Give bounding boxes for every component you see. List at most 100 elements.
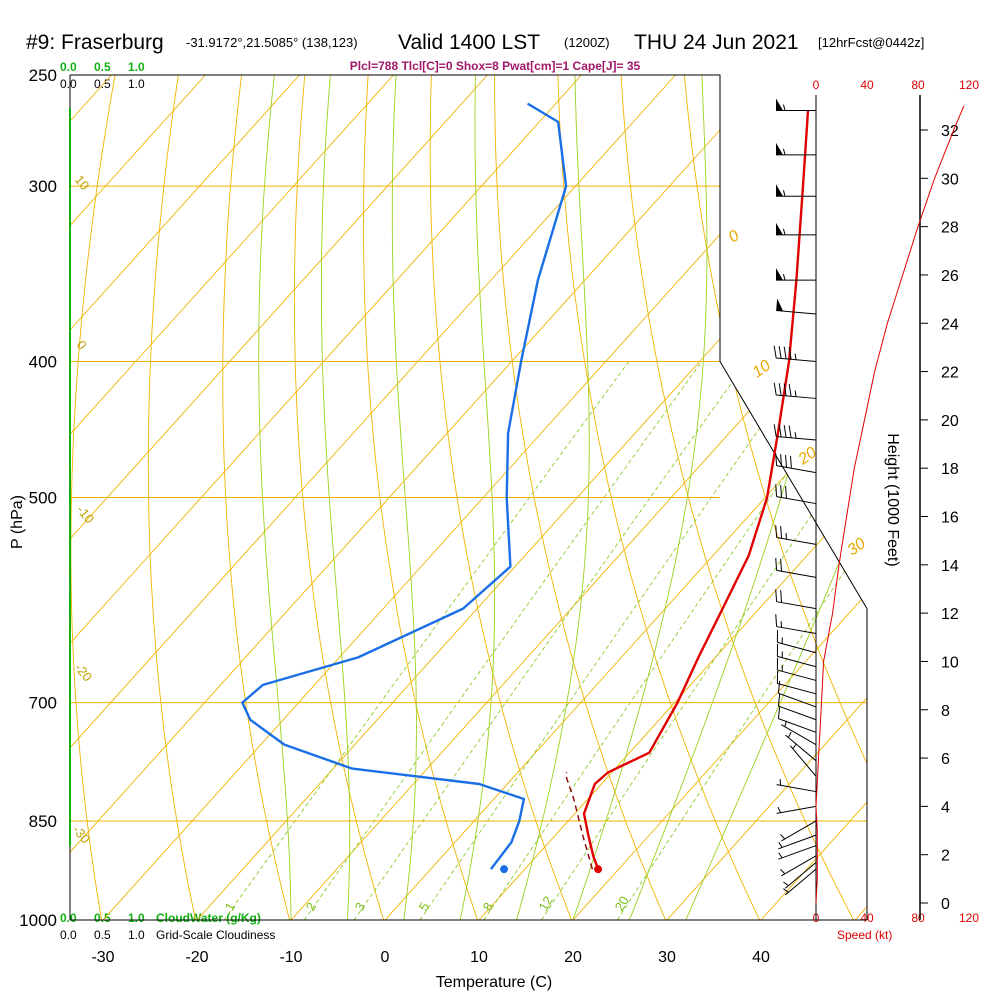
height-tick-label: 16 [941, 510, 959, 527]
wind-barb-flag [775, 525, 778, 538]
wind-barb-staff [777, 682, 817, 695]
wind-barb-staff [778, 705, 817, 721]
dry-adiabat-line [747, 75, 867, 920]
wind-barb [776, 643, 817, 668]
mixing-ratio-line [353, 361, 748, 920]
wind-barb-flag [780, 525, 783, 539]
moist-adiabat-line [516, 75, 590, 920]
wind-barb-pennant [776, 98, 783, 111]
wind-barb [780, 855, 817, 877]
height-tick-label: 30 [941, 171, 959, 188]
dry-adiabat-line [494, 75, 667, 920]
forecast-date: THU 24 Jun 2021 [634, 31, 799, 54]
utc-time: (1200Z) [564, 35, 610, 50]
wind-barb-flag [780, 485, 783, 498]
wind-barb-half-flag [780, 868, 786, 875]
wind-barb [776, 779, 817, 793]
wind-barb [781, 720, 817, 746]
wind-barb-flag [778, 383, 782, 396]
dry-adiabat-label: 10 [72, 172, 93, 193]
cloud-water-label: CloudWater (g/Kg) [156, 911, 261, 925]
isotherm-label: 30 [845, 535, 869, 559]
cloudiness-label: Grid-Scale Cloudiness [156, 928, 275, 942]
isotherm-line [70, 75, 300, 920]
pressure-tick-label: 500 [29, 489, 57, 508]
wind-barb [775, 525, 817, 545]
surface-temperature-marker [594, 865, 603, 874]
wind-barb [777, 706, 817, 733]
temperature-tick-label: 30 [658, 949, 676, 966]
wind-barb-flag [783, 346, 787, 359]
moist-adiabat-line [320, 75, 351, 920]
wind-barb-staff [776, 569, 817, 578]
wind-barb-flag [788, 425, 792, 438]
wind-barb-flag [777, 706, 781, 719]
height-tick-label: 26 [941, 268, 959, 285]
wind-barb [775, 558, 817, 578]
height-tick-label: 20 [941, 413, 959, 430]
dry-adiabat-line [147, 75, 197, 920]
wind-barb-staff [776, 496, 817, 505]
isotherm-label: 0 [726, 227, 743, 246]
wind-barb-flag [778, 346, 782, 359]
height-tick-label: 14 [941, 558, 959, 575]
wind-barb-staff [785, 862, 817, 889]
moist-adiabat-line [572, 75, 708, 920]
wind-barb [775, 484, 817, 505]
speed-tick-top-1: 40 [860, 78, 874, 92]
wind-barb [775, 614, 817, 635]
wind-barb-staff [781, 724, 817, 746]
speed-tick-bottom-2: 80 [911, 911, 925, 925]
wind-barb-flag [783, 425, 787, 438]
wind-barb-half-flag [783, 881, 789, 887]
mixing-ratio-label: 5 [416, 900, 433, 914]
wind-barb-flag [773, 424, 777, 437]
wind-barb [778, 845, 817, 860]
height-tick-label: 2 [941, 848, 950, 865]
height-tick-label: 24 [941, 316, 959, 333]
cloud-top-green-1: 0.5 [94, 60, 111, 74]
pressure-tick-label: 700 [29, 694, 57, 713]
wind-barb-flag [773, 382, 777, 396]
wind-barb [776, 184, 816, 197]
wind-barb-half-flag [794, 432, 797, 439]
wind-barb-staff [785, 734, 817, 762]
series-temperature-line [582, 110, 810, 870]
wind-barb-flag [775, 453, 778, 466]
wind-barb-half-flag [778, 852, 783, 859]
wind-barb-staff [778, 718, 817, 733]
wind-barb-flag [777, 680, 781, 694]
wind-barb-half-flag [778, 842, 783, 848]
pressure-tick-label: 400 [29, 352, 57, 371]
speed-tick-top-0: 0 [813, 78, 820, 92]
height-tick-label: 10 [941, 654, 959, 671]
wind-barb-staff [776, 784, 817, 793]
wind-barb-pennant [776, 184, 783, 197]
wind-barb-staff [789, 745, 817, 777]
wind-barb-staff [777, 669, 817, 681]
mixing-ratio-line [303, 361, 703, 920]
wind-barb-pennant [776, 298, 784, 312]
plot-frame [70, 74, 868, 920]
wind-barb [776, 657, 817, 681]
wind-barb [773, 424, 817, 441]
wind-barb-flag [780, 558, 783, 572]
wind-barb-flag [788, 347, 792, 360]
wind-barb-half-flag [783, 190, 786, 197]
wind-barb-flag [775, 589, 778, 602]
series-parcel-line [564, 772, 594, 870]
temperature-tick-label: -30 [91, 949, 114, 966]
dry-adiabat-label: 0 [74, 337, 90, 352]
wind-barb [776, 222, 816, 236]
forecast-info: [12hrFcst@0442z] [818, 35, 924, 50]
y-axis-label: P (hPa) [9, 495, 26, 549]
pressure-tick-label: 1000 [19, 911, 57, 930]
wind-barb-half-flag [784, 720, 788, 727]
wind-barb-half-flag [794, 353, 797, 360]
wind-barb [775, 589, 817, 610]
wind-barb-half-flag [792, 743, 797, 750]
wind-barb [776, 805, 817, 814]
wind-barb-half-flag [794, 390, 797, 397]
